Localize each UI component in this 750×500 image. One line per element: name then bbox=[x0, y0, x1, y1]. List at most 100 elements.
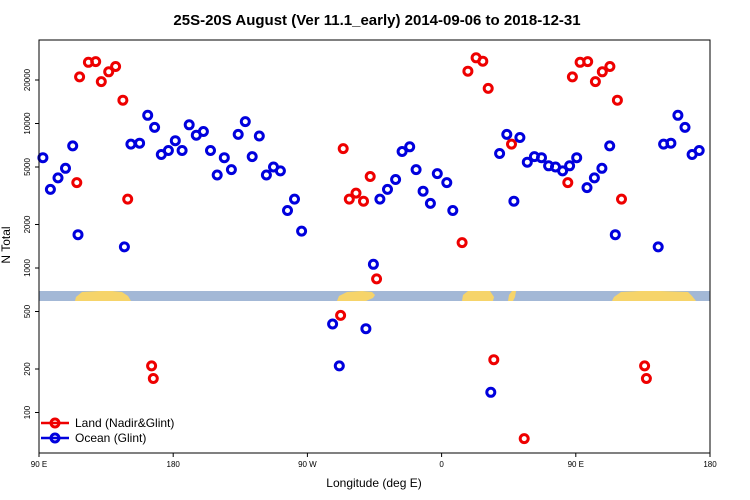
land-point-34 bbox=[616, 193, 627, 205]
y-tick-label-3: 1000 bbox=[23, 259, 32, 277]
land-point-26 bbox=[562, 177, 574, 189]
ocean-point-63 bbox=[604, 140, 616, 152]
ocean-point-20 bbox=[218, 152, 230, 164]
land-point-6 bbox=[110, 61, 122, 72]
ocean-point-41 bbox=[410, 164, 422, 176]
ocean-point-31 bbox=[296, 225, 308, 237]
ocean-point-42 bbox=[417, 185, 429, 197]
ocean-point-12 bbox=[162, 145, 174, 156]
data-points bbox=[37, 52, 705, 445]
ocean-point-61 bbox=[588, 172, 600, 184]
ocean-point-35 bbox=[367, 258, 379, 270]
ocean-point-57 bbox=[557, 165, 569, 177]
land-point-23 bbox=[488, 354, 500, 366]
land-patch-south-america bbox=[337, 291, 375, 301]
ocean-point-22 bbox=[232, 128, 244, 140]
land-point-15 bbox=[358, 195, 369, 207]
ocean-point-34 bbox=[360, 323, 372, 335]
plot-frame bbox=[38, 39, 711, 454]
ocean-point-65 bbox=[652, 241, 664, 253]
land-point-24 bbox=[506, 138, 517, 150]
ocean-point-17 bbox=[197, 126, 209, 137]
ocean-point-9 bbox=[142, 109, 154, 121]
ocean-point-43 bbox=[424, 197, 436, 209]
ocean-point-48 bbox=[494, 148, 506, 159]
x-axis: 90 E 180 90 W 0 90 E 180 bbox=[31, 453, 717, 469]
land-point-11 bbox=[335, 309, 347, 321]
ocean-point-2 bbox=[52, 172, 64, 184]
ocean-point-29 bbox=[282, 205, 293, 216]
ocean-point-10 bbox=[149, 121, 161, 133]
ocean-point-30 bbox=[289, 193, 300, 205]
ocean-point-52 bbox=[521, 156, 533, 168]
land-point-19 bbox=[462, 65, 474, 77]
y-tick-label-4: 2000 bbox=[23, 215, 32, 233]
legend: Land (Nadir&Glint) Ocean (Glint) bbox=[41, 416, 174, 445]
ocean-point-64 bbox=[609, 229, 621, 241]
ocean-point-4 bbox=[67, 140, 79, 152]
ocean-point-49 bbox=[501, 128, 513, 140]
ocean-point-25 bbox=[253, 130, 265, 142]
ocean-point-60 bbox=[581, 182, 593, 194]
ocean-point-62 bbox=[596, 162, 608, 174]
land-point-27 bbox=[566, 71, 578, 83]
ocean-point-44 bbox=[431, 168, 443, 180]
ocean-point-58 bbox=[564, 160, 576, 172]
y-tick-label-5: 5000 bbox=[23, 158, 32, 176]
y-axis: 100 200 500 1000 2000 5000 10000 20000 bbox=[23, 68, 39, 419]
legend-ocean-label: Ocean (Glint) bbox=[75, 431, 146, 445]
land-point-12 bbox=[337, 143, 349, 155]
ocean-point-50 bbox=[508, 195, 520, 207]
land-point-7 bbox=[117, 94, 129, 106]
legend-land-marker bbox=[49, 417, 61, 429]
legend-land-label: Land (Nadir&Glint) bbox=[75, 416, 174, 430]
land-point-1 bbox=[74, 71, 86, 83]
land-ocean-strip bbox=[39, 291, 710, 301]
ocean-point-19 bbox=[211, 169, 223, 181]
ocean-point-33 bbox=[333, 360, 345, 372]
ocean-point-24 bbox=[246, 151, 258, 163]
land-point-13 bbox=[343, 193, 355, 205]
land-point-33 bbox=[611, 94, 623, 106]
x-axis-label: Longitude (deg E) bbox=[326, 476, 421, 490]
land-point-5 bbox=[103, 66, 115, 78]
land-point-36 bbox=[640, 373, 652, 384]
y-tick-label-0: 100 bbox=[23, 405, 32, 419]
land-patch-australia-right bbox=[612, 291, 696, 301]
land-point-18 bbox=[456, 237, 468, 249]
land-point-8 bbox=[122, 193, 134, 205]
ocean-point-39 bbox=[396, 146, 408, 157]
x-tick-label-2: 90 W bbox=[298, 460, 317, 469]
ocean-point-71 bbox=[693, 145, 705, 156]
land-point-35 bbox=[639, 360, 651, 372]
ocean-point-46 bbox=[447, 205, 459, 216]
ocean-point-59 bbox=[571, 152, 583, 164]
x-tick-label-0: 90 E bbox=[31, 460, 47, 469]
ocean-point-32 bbox=[327, 318, 339, 330]
x-tick-label-3: 0 bbox=[439, 460, 444, 469]
land-point-4 bbox=[95, 76, 107, 88]
ocean-point-1 bbox=[44, 183, 56, 195]
land-point-30 bbox=[589, 76, 601, 88]
ocean-point-6 bbox=[118, 241, 130, 253]
ocean-point-5 bbox=[72, 229, 84, 241]
land-point-0 bbox=[71, 177, 83, 189]
land-point-31 bbox=[596, 66, 608, 78]
ocean-point-40 bbox=[404, 141, 416, 153]
land-point-29 bbox=[582, 56, 594, 68]
y-tick-label-7: 20000 bbox=[23, 68, 32, 91]
ocean-point-51 bbox=[514, 132, 526, 143]
ocean-point-45 bbox=[441, 177, 453, 189]
ocean-point-37 bbox=[382, 183, 393, 195]
y-tick-label-1: 200 bbox=[23, 362, 32, 376]
ocean-point-47 bbox=[485, 386, 497, 398]
land-point-21 bbox=[477, 55, 489, 67]
ocean-band bbox=[39, 291, 710, 301]
ocean-point-23 bbox=[239, 116, 251, 128]
ocean-point-28 bbox=[274, 165, 286, 177]
land-point-9 bbox=[146, 360, 158, 372]
y-axis-label: N Total bbox=[0, 226, 13, 263]
land-point-32 bbox=[604, 61, 616, 72]
ocean-point-54 bbox=[536, 152, 547, 164]
